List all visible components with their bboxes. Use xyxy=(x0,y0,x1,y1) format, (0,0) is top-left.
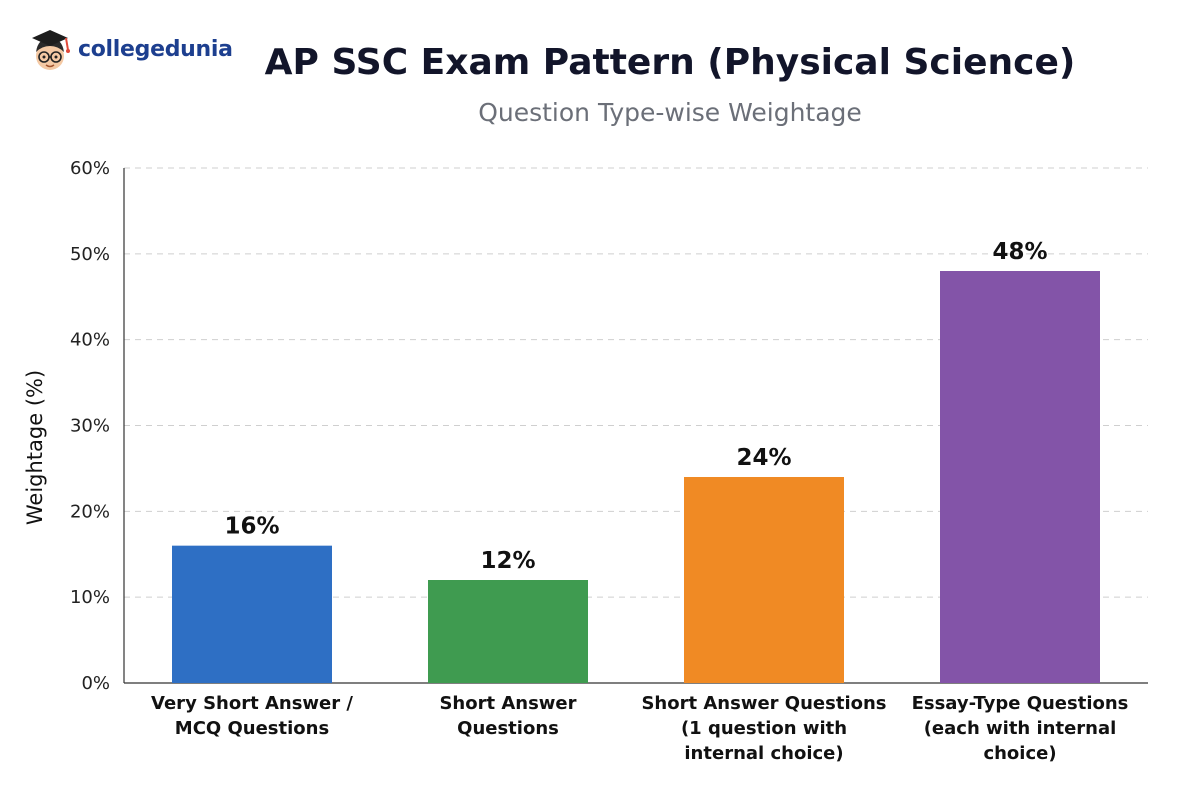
bar xyxy=(684,477,844,683)
bar xyxy=(940,271,1100,683)
data-label: 24% xyxy=(736,445,791,471)
y-tick-label: 60% xyxy=(70,158,110,179)
data-label: 12% xyxy=(480,548,535,574)
chart-subtitle: Question Type-wise Weightage xyxy=(478,98,862,127)
bar xyxy=(172,545,332,683)
x-tick-label: Short Answer Questions xyxy=(439,693,576,739)
logo-text: collegedunia xyxy=(78,36,233,62)
bar xyxy=(428,580,588,683)
y-tick-label: 40% xyxy=(70,330,110,351)
y-tick-label: 0% xyxy=(81,673,110,694)
graduate-mascot-icon xyxy=(32,30,70,70)
y-tick-label: 30% xyxy=(70,416,110,437)
chart-title: AP SSC Exam Pattern (Physical Science) xyxy=(264,42,1076,83)
data-label: 16% xyxy=(224,514,279,540)
x-tick-label: Very Short Answer / MCQ Questions xyxy=(151,693,353,739)
x-tick-label: Short Answer Questions (1 question with in… xyxy=(641,693,886,764)
x-tick-label: Essay-Type Questions (each with internal c… xyxy=(912,693,1129,764)
y-axis-label: Weightage (%) xyxy=(23,370,47,525)
y-tick-label: 50% xyxy=(70,244,110,265)
collegedunia-logo[interactable]: collegedunia xyxy=(28,26,233,72)
y-tick-label: 20% xyxy=(70,501,110,522)
y-tick-label: 10% xyxy=(70,587,110,608)
data-label: 48% xyxy=(992,239,1047,265)
